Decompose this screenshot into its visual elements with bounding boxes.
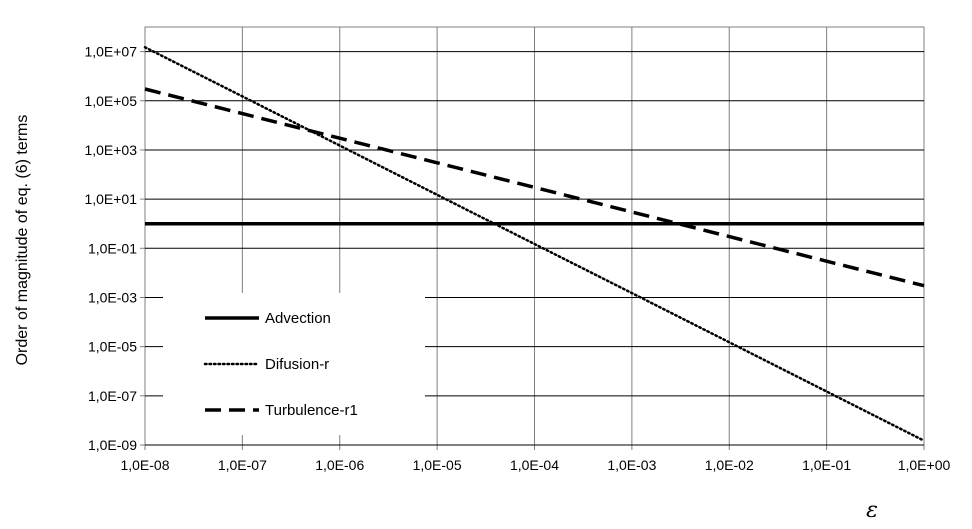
y-tick-labels: 1,0E-09 1,0E-07 1,0E-05 1,0E-03 1,0E-01 1,0E+… [84,44,137,453]
x-tick-label: 1,0E-01 [802,457,851,473]
y-tick-label: 1,0E+07 [84,44,137,60]
y-tick-label: 1,0E-05 [88,339,137,355]
x-tick-label: 1,0E-08 [120,457,169,473]
x-tick-label: 1,0E+00 [898,457,951,473]
x-tick-label: 1,0E-05 [413,457,462,473]
y-tick-label: 1,0E-01 [88,240,137,256]
legend-label: Difusion-r [265,356,329,373]
y-tick-label: 1,0E-03 [88,289,137,305]
legend-label: Turbulence-r1 [265,402,358,419]
series-line-turbulence-r1 [144,87,925,288]
y-tick-label: 1,0E-07 [88,388,137,404]
series-line-difusion-r [143,46,926,442]
x-axis-title: ε [866,498,878,523]
x-tick-label: 1,0E-04 [510,457,559,473]
legend: Advection Difusion-r Turbulence-r1 [163,293,425,435]
y-tick-label: 1,0E+01 [84,191,137,207]
y-tick-label: 1,0E+03 [84,142,137,158]
series-lines [143,46,926,442]
x-tick-label: 1,0E-03 [607,457,656,473]
y-axis-title: Order of magnitude of eq. (6) terms [14,115,31,366]
x-tick-labels: 1,0E-08 1,0E-07 1,0E-06 1,0E-05 1,0E-04 1,0E-… [120,457,950,473]
y-tick-label: 1,0E+05 [84,93,137,109]
legend-label: Advection [265,310,331,327]
x-tick-label: 1,0E-02 [705,457,754,473]
x-tick-label: 1,0E-07 [218,457,267,473]
y-tick-label: 1,0E-09 [88,437,137,453]
x-tick-label: 1,0E-06 [315,457,364,473]
